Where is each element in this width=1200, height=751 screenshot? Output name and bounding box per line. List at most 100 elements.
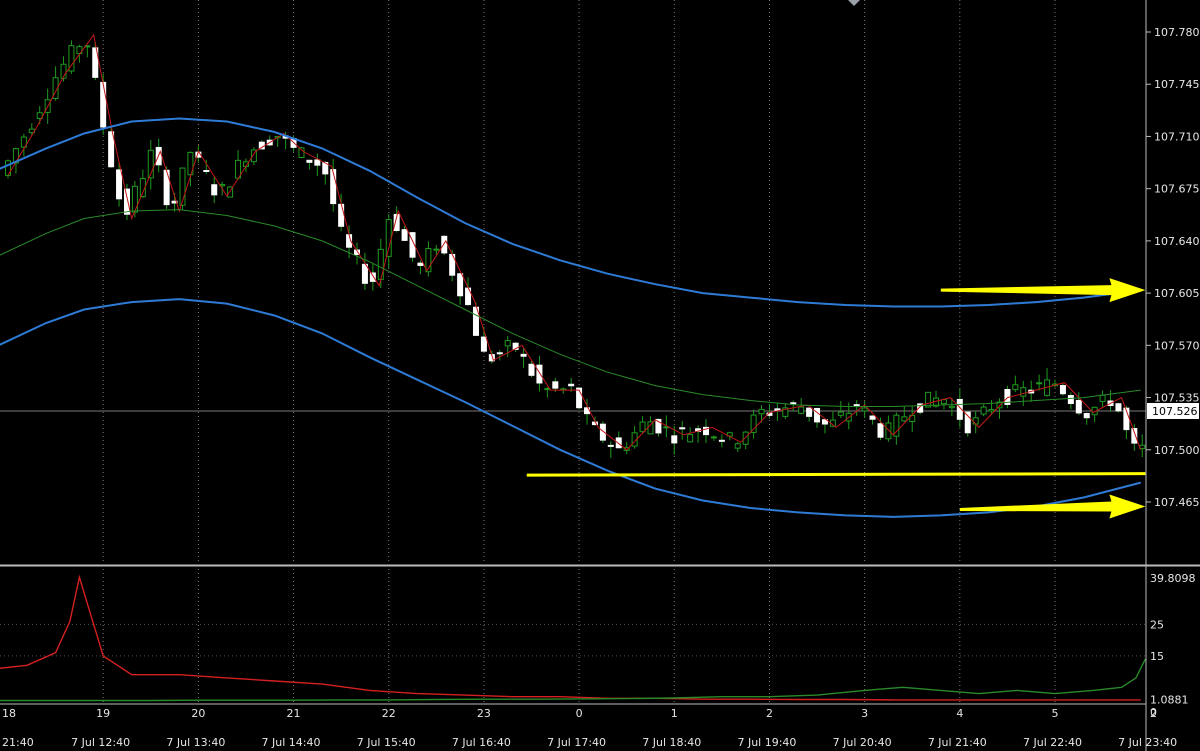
candle-body — [972, 417, 979, 425]
candle-body — [131, 185, 138, 213]
hour-label: 18 — [2, 707, 16, 720]
candle-body — [520, 353, 527, 357]
candle-body — [798, 406, 805, 414]
candle-body — [472, 306, 479, 336]
candle-body — [393, 213, 400, 232]
hour-label: 2 — [766, 707, 773, 720]
candle-body — [917, 403, 924, 413]
time-label: 7 Jul 20:40 — [833, 736, 892, 749]
price-tick-label: 107.570 — [1154, 339, 1200, 352]
candle-body — [1099, 394, 1106, 402]
time-label: 7 Jul 17:40 — [547, 736, 606, 749]
candle-body — [338, 203, 345, 227]
candle-body — [1075, 399, 1082, 414]
candle-body — [877, 423, 884, 438]
candle-body — [401, 229, 408, 241]
candle-body — [718, 439, 725, 442]
price-tick-label: 107.710 — [1154, 130, 1200, 143]
price-axis[interactable]: 107.780 107.745 107.710 107.675 107.640 107.6… — [1146, 26, 1200, 719]
price-tick-label: 107.465 — [1154, 496, 1200, 509]
indicator-tick-label: 25 — [1150, 618, 1164, 631]
candle-body — [60, 63, 67, 79]
candle-body — [457, 273, 464, 297]
candle-body — [425, 248, 432, 273]
candle-body — [964, 411, 971, 434]
annotations — [526, 278, 1146, 519]
candle-body — [821, 419, 828, 425]
indicator-tick-label: 1.0881 — [1150, 694, 1189, 707]
candle-body — [948, 405, 955, 409]
time-label: 7 Jul 16:40 — [452, 736, 511, 749]
candle-body — [861, 407, 868, 412]
candle-body — [655, 418, 662, 434]
yellow-arrow-2 — [959, 494, 1146, 519]
candle-body — [528, 363, 535, 376]
candle-body — [639, 421, 646, 433]
candle-body — [179, 167, 186, 206]
yellow-arrow-1 — [940, 278, 1146, 303]
band-line-2 — [0, 298, 1141, 518]
candle-body — [806, 407, 813, 417]
time-axis[interactable]: 18 19 20 21 22 23 0 1 2 3 4 5 221:40 7 Jul 12:40 7 Jul… — [2, 707, 1177, 749]
candle-body — [956, 398, 963, 420]
support-line — [526, 472, 1146, 477]
candle-body — [369, 272, 376, 282]
candle-body — [940, 399, 947, 405]
candle-body — [671, 435, 678, 444]
candle-body — [377, 248, 384, 280]
candle-body — [734, 443, 741, 449]
candle-body — [100, 81, 107, 128]
band-line-1 — [0, 209, 1141, 407]
hour-label-partial: 2 — [1150, 707, 1157, 720]
candle-body — [116, 169, 123, 200]
candle-body — [330, 169, 337, 205]
time-label: 7 Jul 19:40 — [737, 736, 796, 749]
hour-label: 19 — [96, 707, 110, 720]
price-tick-label: 107.605 — [1154, 287, 1200, 300]
hour-label: 1 — [671, 707, 678, 720]
hour-label: 23 — [477, 707, 491, 720]
indicator-lines — [0, 33, 1147, 702]
candle-body — [814, 407, 821, 423]
candle-body — [147, 149, 154, 179]
candle-body — [687, 434, 694, 443]
candle-body — [1012, 384, 1019, 391]
candle-body — [211, 184, 218, 196]
candle-body — [1020, 387, 1027, 397]
candle-body — [433, 248, 440, 251]
hour-grid — [0, 0, 1146, 703]
candle-body — [623, 447, 630, 451]
candle-body — [703, 426, 709, 436]
candle-body — [441, 235, 448, 254]
candle-body — [710, 436, 717, 439]
current-price-box — [1147, 402, 1199, 419]
candle-body — [679, 427, 686, 430]
time-label: 7 Jul 18:40 — [642, 736, 701, 749]
price-tick-label: 107.780 — [1154, 26, 1200, 39]
candle-body — [417, 262, 424, 266]
candle-body — [988, 409, 995, 412]
time-label: 7 Jul 15:40 — [357, 736, 416, 749]
candle-body — [980, 406, 987, 415]
candle-body — [742, 431, 749, 445]
candle-body — [171, 200, 178, 204]
candle-body — [12, 148, 19, 164]
candle-body — [901, 416, 908, 422]
indicator-tick-label: 15 — [1150, 650, 1164, 663]
time-label: 7 Jul 21:40 — [928, 736, 987, 749]
candle-body — [298, 147, 305, 158]
price-tick-label: 107.745 — [1154, 78, 1200, 91]
hour-label: 0 — [576, 707, 583, 720]
candle-body — [782, 407, 789, 417]
candle-body — [496, 352, 503, 355]
close-path-line — [7, 33, 1142, 451]
candle-body — [869, 415, 876, 420]
indicator-tick-label: 39.8098 — [1150, 572, 1196, 585]
candle-body — [480, 336, 487, 352]
hour-label: 20 — [191, 707, 205, 720]
candle-body — [1067, 395, 1074, 405]
indicator-line-0 — [0, 574, 1141, 701]
